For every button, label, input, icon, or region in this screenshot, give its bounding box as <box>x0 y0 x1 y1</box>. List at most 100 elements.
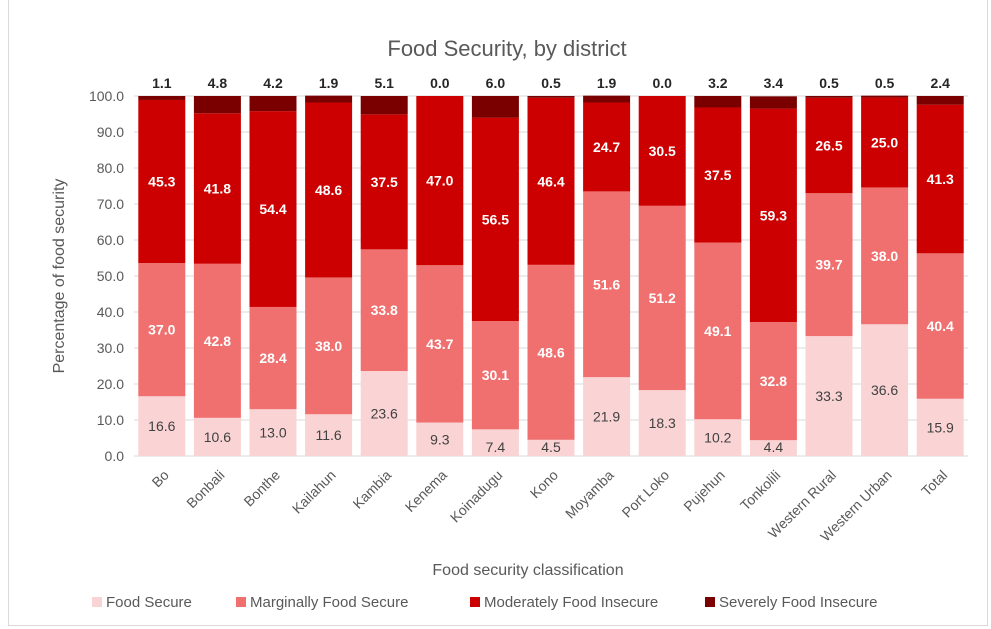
bar-segment <box>305 414 353 456</box>
data-label: 6.0 <box>486 75 506 91</box>
data-label: 37.0 <box>148 322 175 338</box>
bar-segment <box>249 111 297 307</box>
bar-segment <box>305 95 353 103</box>
bar-segment <box>138 396 186 456</box>
data-label: 25.0 <box>871 134 898 150</box>
bar-segment <box>193 113 241 264</box>
bar-segment <box>805 97 853 194</box>
bar-segment <box>861 187 909 325</box>
legend-swatch <box>236 597 246 607</box>
x-category-label: Kailahun <box>289 467 339 517</box>
x-category-label: Bo <box>148 467 172 491</box>
data-label: 46.4 <box>537 173 564 189</box>
data-label: 30.1 <box>482 367 509 383</box>
data-label: 33.8 <box>371 302 398 318</box>
bar-segment <box>861 95 909 98</box>
data-label: 54.4 <box>259 201 286 217</box>
y-tick-label: 70.0 <box>97 196 124 212</box>
bar-segment <box>749 96 797 109</box>
data-label: 26.5 <box>815 138 842 154</box>
y-tick-label: 30.0 <box>97 340 124 356</box>
bar-segment <box>360 371 408 456</box>
data-label: 1.9 <box>319 75 339 91</box>
y-tick-label: 10.0 <box>97 412 124 428</box>
data-label: 48.6 <box>537 344 564 360</box>
bar-segment <box>360 96 408 115</box>
bar-segment <box>249 96 297 112</box>
bar-segment <box>527 264 575 440</box>
data-label: 15.9 <box>927 419 954 435</box>
data-label: 4.5 <box>541 439 561 455</box>
bar-segment <box>638 390 686 456</box>
data-label: 0.5 <box>541 75 561 91</box>
bars <box>138 95 964 456</box>
y-tick-label: 50.0 <box>97 268 124 284</box>
bar-segment <box>305 102 353 278</box>
bar-segment <box>694 107 742 243</box>
data-label: 9.3 <box>430 431 450 447</box>
bar-segment <box>861 97 909 188</box>
bar-segment <box>805 336 853 456</box>
legend-label: Severely Food Insecure <box>719 594 877 611</box>
bar-segment <box>583 95 631 103</box>
bar-segment <box>471 117 519 321</box>
data-label: 0.0 <box>430 75 450 91</box>
data-label: 51.6 <box>593 276 620 292</box>
bar-segment <box>861 324 909 456</box>
chart-title: Food Security, by district <box>387 36 626 61</box>
x-category-label: Bonthe <box>240 467 283 510</box>
bar-segment <box>805 96 853 98</box>
data-label: 10.2 <box>704 430 731 446</box>
data-label: 18.3 <box>649 415 676 431</box>
data-label: 43.7 <box>426 336 453 352</box>
data-label: 11.6 <box>315 427 341 443</box>
legend-label: Marginally Food Secure <box>250 594 408 611</box>
x-axis-title: Food security classification <box>432 562 623 579</box>
data-label: 41.8 <box>204 181 231 197</box>
bar-segment <box>527 97 575 265</box>
data-label: 59.3 <box>760 207 787 223</box>
data-label: 13.0 <box>259 425 286 441</box>
bar-segment <box>916 398 964 456</box>
bar-segment <box>694 419 742 456</box>
legend-swatch <box>705 597 715 607</box>
data-label: 10.6 <box>204 429 231 445</box>
data-label: 1.1 <box>152 75 172 91</box>
data-label: 21.9 <box>593 409 620 425</box>
bar-segment <box>138 263 186 397</box>
data-label: 40.4 <box>927 318 954 334</box>
y-axis-title: Percentage of food security <box>51 179 68 374</box>
bar-segment <box>638 205 686 391</box>
bar-segment <box>749 322 797 441</box>
legend: Food Secure Marginally Food Secure Moderat… <box>92 594 877 611</box>
x-category-label: Kono <box>527 467 562 502</box>
data-label: 51.2 <box>649 290 676 306</box>
data-label: 5.1 <box>374 75 394 91</box>
bar-segment <box>916 253 964 399</box>
data-label: 45.3 <box>148 174 175 190</box>
bar-segment <box>471 321 519 430</box>
bar-segment <box>583 102 631 192</box>
data-label: 3.4 <box>764 75 784 91</box>
x-category-label: Koinadugu <box>447 467 506 526</box>
data-label: 0.5 <box>819 75 839 91</box>
data-label: 47.0 <box>426 173 453 189</box>
y-tick-label: 100.0 <box>89 88 124 104</box>
bar-segment <box>583 377 631 456</box>
data-label: 56.5 <box>482 211 509 227</box>
y-tick-label: 0.0 <box>105 448 125 464</box>
bar-segment <box>416 265 464 423</box>
bar-segment <box>416 422 464 456</box>
bar-segment <box>416 96 464 266</box>
bar-segment <box>694 96 742 108</box>
x-category-label: Total <box>918 467 950 499</box>
bar-segment <box>805 193 853 337</box>
bar-segment <box>138 99 186 264</box>
data-label: 36.6 <box>871 382 898 398</box>
bar-segment <box>193 417 241 456</box>
x-category-label: Tonkolili <box>737 467 784 514</box>
legend-swatch <box>470 597 480 607</box>
data-label: 38.0 <box>315 338 342 354</box>
data-label: 23.6 <box>371 406 398 422</box>
